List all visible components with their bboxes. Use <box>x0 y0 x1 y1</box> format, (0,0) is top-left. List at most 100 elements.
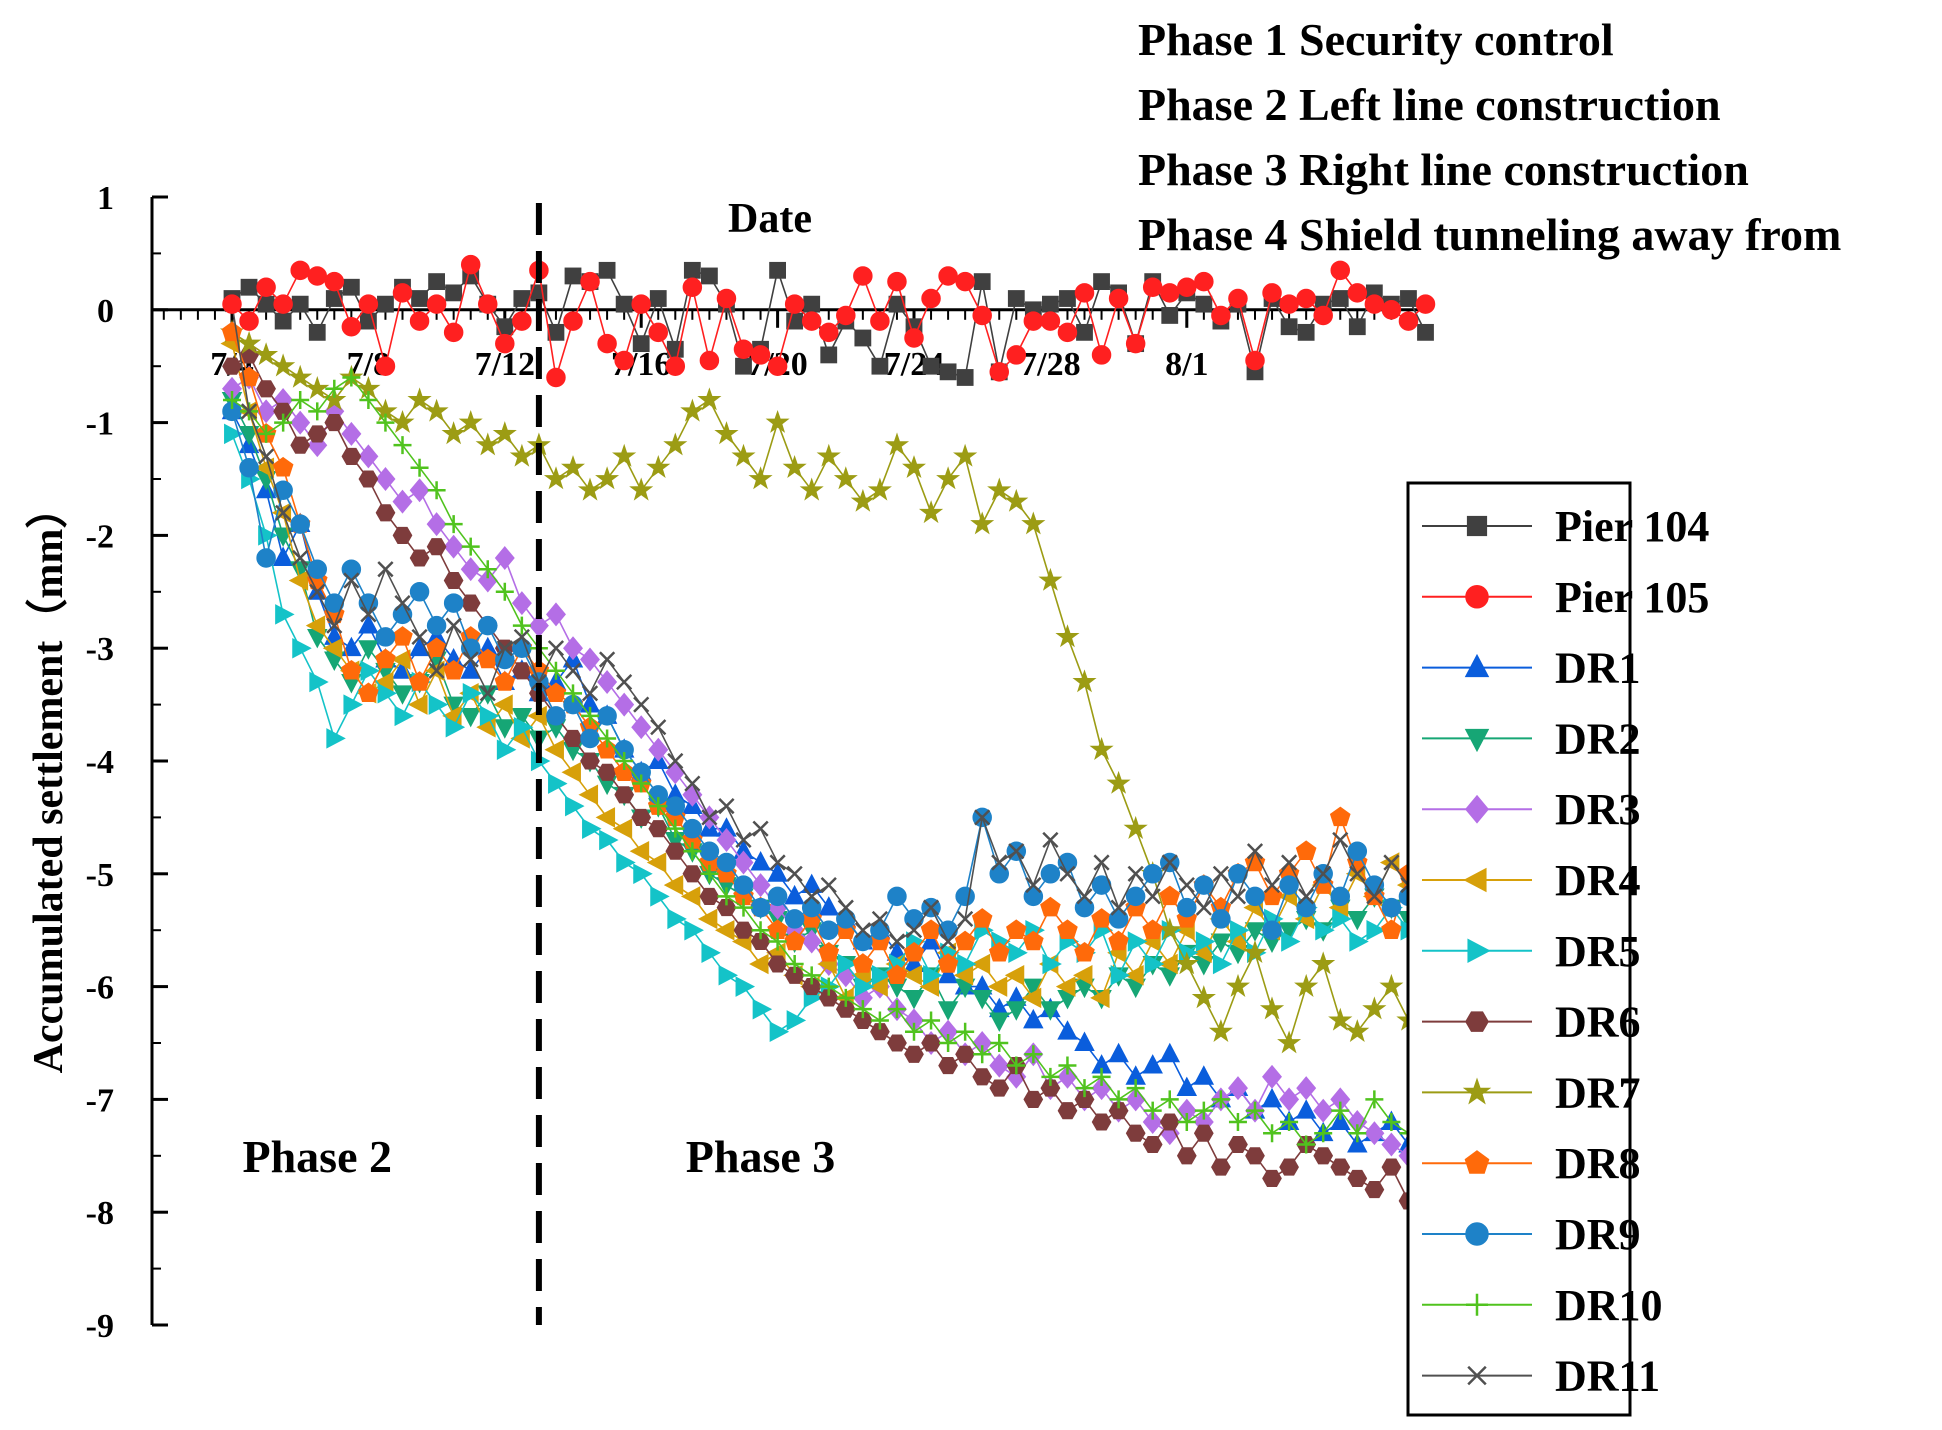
point-dr6 <box>512 662 532 680</box>
point-dr7 <box>953 443 978 467</box>
point-dr7 <box>1311 951 1336 975</box>
point-dr11 <box>854 922 871 939</box>
point-pier-105 <box>324 271 345 292</box>
point-dr3 <box>1313 1098 1334 1123</box>
point-dr6 <box>1330 1158 1351 1176</box>
point-pier-104 <box>240 278 258 296</box>
point-dr7 <box>833 466 858 490</box>
legend-item-pier-104: Pier 104 <box>1422 502 1709 551</box>
point-dr4 <box>1226 931 1246 952</box>
point-dr8 <box>818 941 840 962</box>
point-dr6 <box>1159 1113 1180 1131</box>
point-pier-105 <box>1125 333 1146 354</box>
point-dr9 <box>546 706 566 726</box>
point-dr11 <box>445 617 462 634</box>
point-dr10 <box>376 413 395 432</box>
point-pier-104 <box>342 278 360 296</box>
point-dr1 <box>358 614 379 634</box>
point-pier-105 <box>938 266 958 286</box>
point-dr9 <box>1125 886 1146 907</box>
point-pier-104 <box>1280 318 1298 336</box>
point-dr11 <box>769 854 786 871</box>
point-dr10 <box>359 391 378 410</box>
point-dr2 <box>1210 933 1232 954</box>
point-dr2 <box>937 1001 959 1021</box>
point-dr5 <box>1110 965 1131 986</box>
point-dr11 <box>1110 899 1127 916</box>
point-dr3 <box>443 534 464 559</box>
point-dr2 <box>989 1012 1010 1032</box>
point-pier-105 <box>1245 350 1265 371</box>
point-dr6 <box>1108 1102 1129 1120</box>
point-dr4 <box>1021 987 1042 1009</box>
point-dr6 <box>358 470 379 488</box>
point-dr3 <box>290 410 311 435</box>
point-dr5 <box>275 604 295 625</box>
point-dr10 <box>1348 1124 1367 1143</box>
point-dr6 <box>682 865 703 883</box>
point-dr4 <box>663 874 684 896</box>
legend-item-dr2: DR2 <box>1422 714 1641 763</box>
point-dr11 <box>940 933 957 950</box>
point-pier-105 <box>682 277 703 297</box>
point-dr7 <box>1106 770 1131 794</box>
point-dr3 <box>341 421 362 446</box>
point-dr10 <box>291 391 310 410</box>
point-dr4 <box>987 976 1008 997</box>
point-dr8 <box>1108 930 1129 951</box>
point-dr10 <box>308 402 327 421</box>
point-dr10 <box>410 458 429 477</box>
point-dr11 <box>905 922 923 939</box>
point-dr11 <box>752 820 769 837</box>
point-dr1 <box>1057 1020 1078 1040</box>
point-dr8 <box>903 941 925 962</box>
point-dr11 <box>360 606 377 623</box>
point-dr3 <box>546 602 566 627</box>
y-tick-label: -2 <box>86 518 114 555</box>
point-dr6 <box>938 1057 958 1075</box>
point-dr8 <box>221 321 243 342</box>
point-dr8 <box>1006 919 1027 939</box>
legend-label: Pier 104 <box>1555 502 1709 551</box>
point-dr7 <box>390 409 415 433</box>
point-pier-104 <box>1331 290 1349 307</box>
y-axis-title: Accumulated settlement（mm） <box>25 487 72 1074</box>
point-dr11 <box>309 583 326 600</box>
point-pier-104 <box>1400 290 1417 307</box>
point-dr5 <box>1127 931 1148 952</box>
point-dr1 <box>1176 1076 1198 1097</box>
point-dr11 <box>1263 876 1281 894</box>
point-dr3 <box>716 828 737 852</box>
point-dr10 <box>768 932 787 951</box>
point-dr7 <box>612 443 637 467</box>
point-dr5 <box>428 694 449 715</box>
point-dr11 <box>974 809 991 826</box>
legend-label: DR10 <box>1555 1281 1663 1330</box>
point-dr2 <box>1244 922 1266 942</box>
point-dr9 <box>665 796 686 816</box>
point-dr10 <box>478 560 497 579</box>
point-dr10 <box>853 1000 872 1019</box>
point-dr6 <box>307 425 328 443</box>
point-dr10 <box>1024 1045 1043 1064</box>
point-dr7 <box>850 488 875 512</box>
point-dr11 <box>411 628 428 646</box>
point-dr5 <box>343 694 363 715</box>
point-dr5 <box>1281 931 1301 952</box>
point-dr1 <box>937 963 959 984</box>
point-dr10 <box>1143 1101 1162 1120</box>
point-pier-104 <box>1042 295 1059 313</box>
point-dr9 <box>699 841 720 861</box>
point-dr7 <box>663 432 688 456</box>
point-dr5 <box>360 660 380 682</box>
point-dr9 <box>853 931 873 952</box>
point-pier-105 <box>1160 283 1180 303</box>
point-dr5 <box>718 965 739 986</box>
point-dr9 <box>887 886 907 907</box>
point-dr4 <box>629 840 650 862</box>
point-pier-105 <box>1194 271 1214 292</box>
point-dr5 <box>309 671 329 693</box>
point-pier-105 <box>392 283 413 303</box>
point-dr6 <box>1228 1135 1248 1154</box>
point-dr8 <box>494 671 516 691</box>
